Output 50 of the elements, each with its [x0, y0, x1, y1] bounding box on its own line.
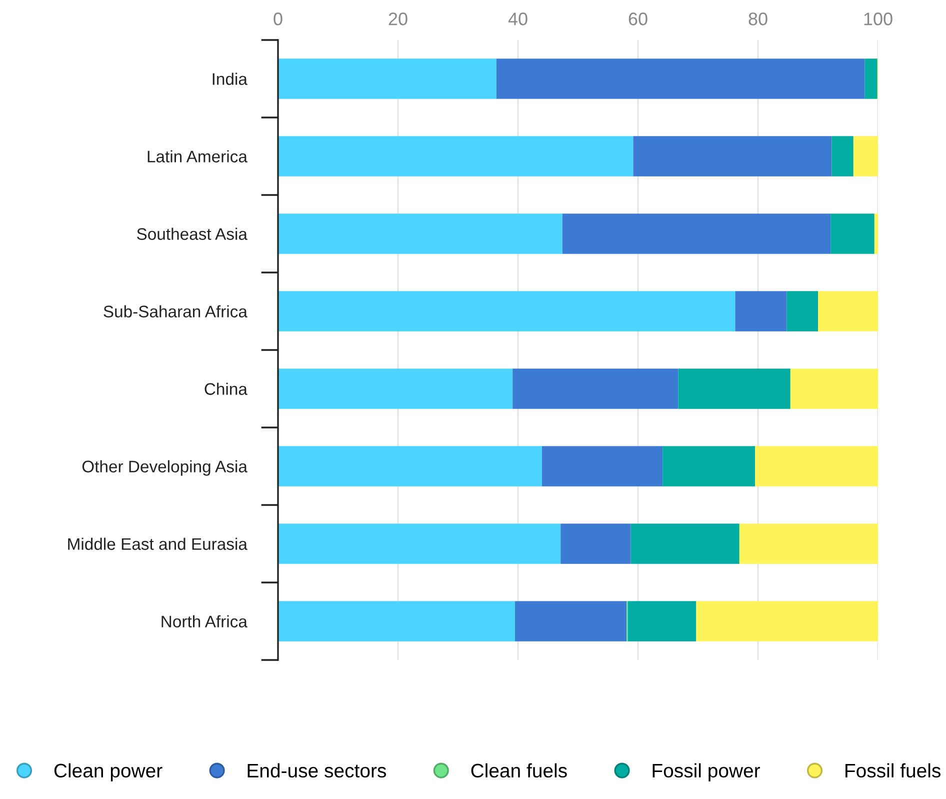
x-tick-label: 0: [274, 12, 282, 26]
legend-label: Clean power: [54, 763, 162, 782]
y-tick-label: Other Developing Asia: [82, 460, 248, 476]
bar: [735, 291, 787, 332]
bar: [830, 214, 874, 254]
bar: [818, 291, 878, 332]
legend-label: End-use sectors: [248, 763, 386, 778]
bar: [278, 291, 736, 332]
y-tick-label: North Africa: [162, 615, 248, 628]
y-tick-label: Southeast Asia: [137, 228, 248, 240]
bar: [853, 136, 878, 176]
x-tick-label: 80: [748, 12, 768, 26]
bar: [278, 58, 496, 99]
y-tick-label: India: [212, 72, 248, 85]
bar: [542, 446, 663, 486]
bar: [786, 291, 818, 332]
bar: [739, 524, 878, 564]
bar: [278, 524, 561, 564]
bar: [278, 368, 513, 409]
bar: [696, 601, 878, 642]
bar: [662, 446, 755, 486]
x-tick-label: 40: [508, 12, 528, 26]
y-tick-label: Middle East and Eurasia: [68, 538, 248, 550]
bar: [562, 214, 831, 254]
bar: [560, 524, 631, 564]
legend-label: Fossil power: [652, 763, 760, 782]
legend-label: Fossil fuels: [846, 763, 940, 778]
bar: [515, 601, 627, 642]
legend-label: Clean fuels: [471, 763, 567, 778]
bar: [278, 214, 562, 254]
y-tick-label: Sub-Saharan Africa: [104, 305, 248, 318]
x-tick-label: 20: [388, 12, 408, 26]
bar: [278, 446, 542, 486]
bar: [874, 214, 878, 254]
bar: [512, 368, 678, 409]
bar: [832, 136, 854, 176]
x-tick-label: 100: [864, 12, 892, 26]
y-tick-label: China: [204, 382, 248, 395]
bar: [633, 136, 832, 176]
y-tick-label: Latin America: [148, 150, 248, 162]
bar: [278, 601, 515, 642]
bar: [628, 601, 696, 642]
bar: [790, 368, 878, 409]
bar: [278, 136, 634, 176]
bar: [630, 524, 740, 564]
x-tick-label: 60: [628, 12, 648, 26]
bar: [755, 446, 878, 486]
bar: [864, 58, 878, 99]
bar: [496, 58, 865, 99]
bar: [678, 368, 790, 409]
